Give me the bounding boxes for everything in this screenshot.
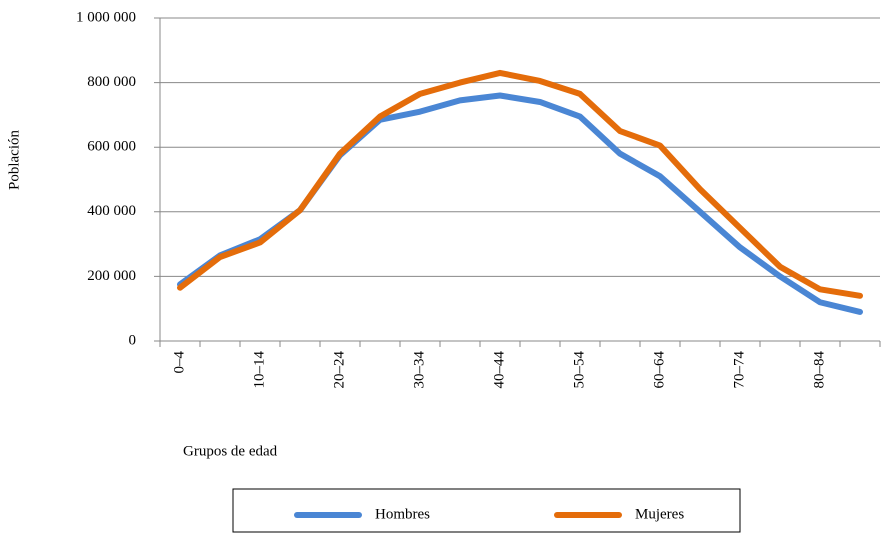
legend-box bbox=[232, 488, 741, 533]
y-tick-label: 600 000 bbox=[87, 139, 136, 155]
x-axis-title: Grupos de edad bbox=[183, 443, 278, 459]
y-tick-label: 0 bbox=[129, 332, 137, 348]
series-line bbox=[177, 69, 863, 299]
x-tick-label: 20–24 bbox=[331, 351, 347, 389]
y-tick-label: 400 000 bbox=[87, 203, 136, 219]
y-axis-title: Población bbox=[6, 130, 22, 190]
x-tick-label: 0–4 bbox=[171, 351, 187, 374]
x-tick-label: 80–84 bbox=[811, 351, 827, 389]
x-tick-label: 50–54 bbox=[571, 351, 587, 389]
x-tick-label: 70–74 bbox=[731, 351, 747, 389]
series-line bbox=[177, 92, 863, 315]
x-tick-label: 10–14 bbox=[251, 351, 267, 389]
y-tick-label: 200 000 bbox=[87, 268, 136, 284]
x-tick-label: 30–34 bbox=[411, 351, 427, 389]
legend-label: Mujeres bbox=[635, 506, 684, 522]
legend-label: Hombres bbox=[375, 506, 430, 522]
x-tick-label: 40–44 bbox=[491, 351, 507, 389]
y-tick-label: 800 000 bbox=[87, 74, 136, 90]
x-tick-label: 60–64 bbox=[651, 351, 667, 389]
y-tick-label: 1 000 000 bbox=[76, 9, 136, 25]
